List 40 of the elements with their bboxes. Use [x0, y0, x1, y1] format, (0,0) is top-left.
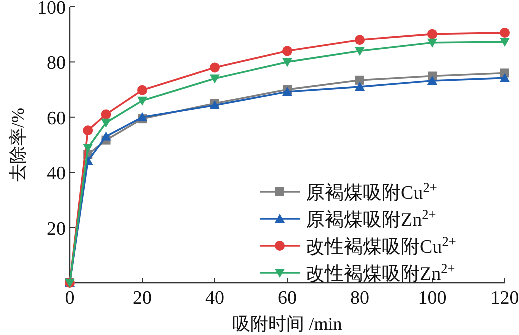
point [355, 35, 365, 46]
y-tick-label: 60 [47, 108, 66, 130]
y-tick-label: 100 [38, 0, 66, 19]
y-tick-label: 20 [47, 218, 66, 240]
point [210, 62, 220, 73]
point [282, 46, 292, 56]
point [355, 47, 365, 56]
point [428, 29, 438, 40]
point [355, 82, 365, 92]
point [138, 112, 148, 122]
point [138, 85, 148, 96]
point [500, 73, 510, 82]
point [428, 38, 438, 48]
point [356, 76, 364, 85]
legend-label: 原褐煤吸附Zn$^{2+}$ [306, 206, 436, 231]
point [500, 38, 510, 48]
x-tick-label: 120 [490, 288, 519, 309]
x-tick-label: 60 [278, 288, 297, 309]
x-tick-label: 20 [133, 288, 152, 309]
x-axis-title: 吸附时间 /min [232, 314, 342, 334]
y-tick-label: 40 [47, 164, 66, 185]
x-tick-label: 100 [418, 288, 447, 309]
legend-label: 原褐煤吸附Cu$^{2+}$ [306, 180, 438, 204]
y-axis-title: 去除率/% [8, 108, 28, 182]
point [138, 96, 148, 106]
legend-label: 改性褐煤吸附Zn$^{2+}$ [306, 260, 456, 285]
point [101, 132, 112, 141]
point [282, 58, 292, 68]
point [83, 126, 94, 136]
legend-label: 改性褐煤吸附Cu$^{2+}$ [306, 234, 456, 258]
x-tick-label: 80 [350, 288, 370, 309]
point [83, 144, 94, 154]
x-tick-label: 40 [206, 288, 224, 309]
point [101, 118, 112, 128]
x-tick-label: 0 [65, 288, 75, 309]
point [210, 74, 220, 84]
y-tick-label: 80 [47, 53, 66, 74]
point [500, 28, 510, 38]
point [101, 110, 112, 120]
point [428, 76, 438, 85]
